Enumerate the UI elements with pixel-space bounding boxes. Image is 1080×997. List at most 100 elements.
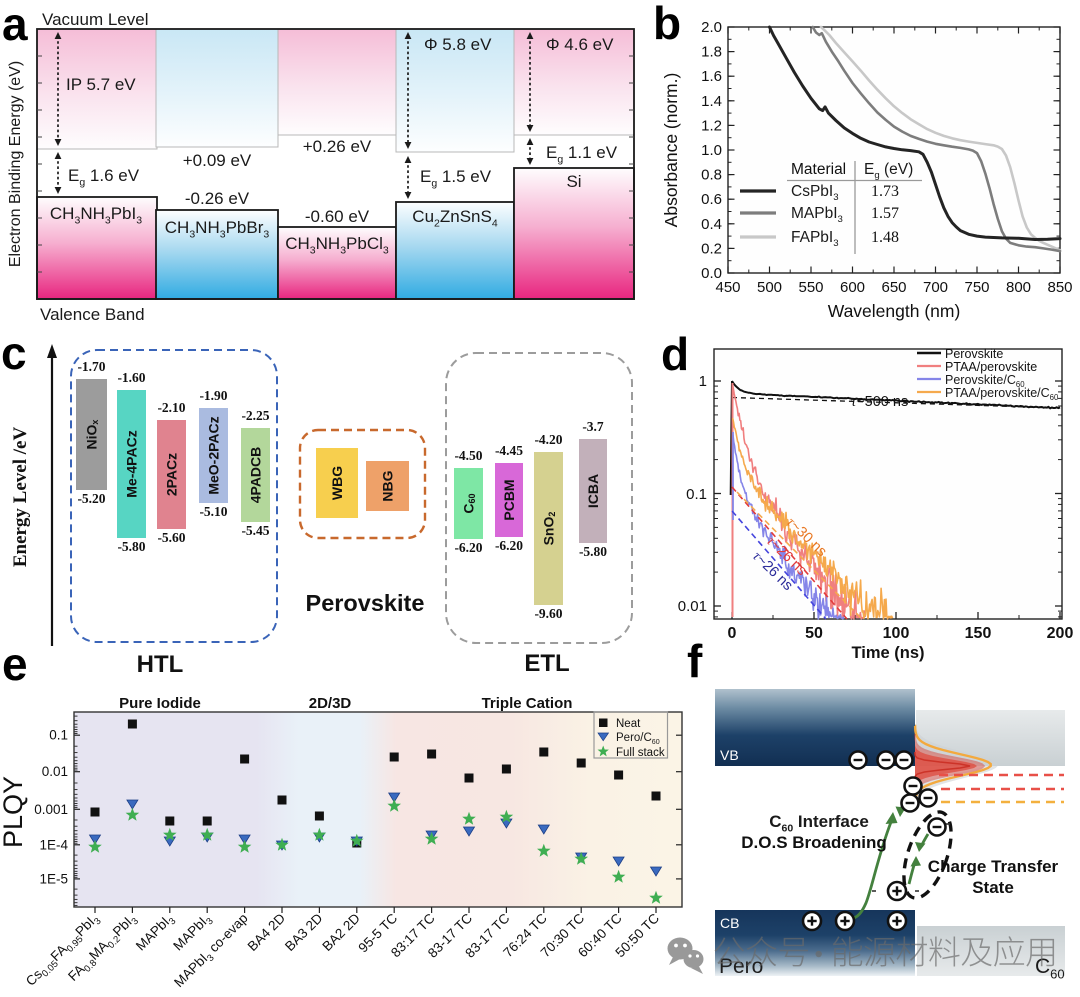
svg-text:CH3NH3PbI3: CH3NH3PbI3 — [50, 204, 142, 226]
svg-text:State: State — [972, 878, 1014, 897]
svg-text:C60: C60 — [1035, 955, 1065, 982]
svg-text:-2.10: -2.10 — [157, 400, 185, 415]
svg-text:-0.26 eV: -0.26 eV — [185, 189, 250, 208]
svg-text:450: 450 — [715, 279, 740, 296]
svg-text:-5.45: -5.45 — [241, 523, 269, 538]
svg-text:-1.60: -1.60 — [117, 370, 145, 385]
svg-text:Energy Level /eV: Energy Level /eV — [10, 427, 31, 568]
svg-text:+0.09 eV: +0.09 eV — [183, 151, 252, 170]
svg-text:-6.20: -6.20 — [495, 538, 523, 553]
svg-text:0: 0 — [728, 625, 737, 642]
svg-text:Eg 1.6 eV: Eg 1.6 eV — [68, 166, 140, 188]
svg-text:1.8: 1.8 — [701, 44, 722, 61]
svg-text:Cu2ZnSnS4: Cu2ZnSnS4 — [412, 207, 498, 229]
svg-text:-5.60: -5.60 — [157, 530, 185, 545]
svg-text:Valence Band: Valence Band — [40, 305, 145, 324]
svg-text:Si: Si — [566, 172, 581, 191]
svg-text:Pero: Pero — [719, 955, 763, 978]
svg-text:BA4 2D: BA4 2D — [245, 910, 289, 954]
svg-text:-6.20: -6.20 — [454, 540, 482, 555]
svg-text:BA3 2D: BA3 2D — [282, 910, 326, 954]
svg-text:a: a — [2, 0, 28, 50]
svg-text:Absorbance (norm.): Absorbance (norm.) — [661, 73, 681, 228]
svg-text:VB: VB — [720, 747, 739, 763]
svg-text:1: 1 — [699, 373, 707, 390]
svg-text:1.73: 1.73 — [871, 183, 899, 200]
svg-text:e: e — [2, 638, 28, 690]
svg-text:Eg (eV): Eg (eV) — [864, 161, 913, 181]
svg-text:Perovskite/C60: Perovskite/C60 — [945, 373, 1025, 389]
svg-text:BA2 2D: BA2 2D — [319, 910, 363, 954]
svg-text:PLQY: PLQY — [0, 776, 28, 848]
svg-text:PCBM: PCBM — [501, 479, 517, 520]
svg-text:C60: C60 — [460, 493, 477, 513]
svg-text:ETL: ETL — [524, 650, 569, 677]
svg-text:550: 550 — [798, 279, 823, 296]
svg-text:PTAA/perovskite: PTAA/perovskite — [945, 360, 1037, 374]
svg-text:50: 50 — [805, 625, 823, 642]
svg-text:Full stack: Full stack — [616, 747, 665, 759]
svg-text:Time (ns): Time (ns) — [851, 644, 924, 662]
svg-text:d: d — [661, 328, 689, 380]
svg-text:SnO2: SnO2 — [540, 512, 557, 546]
svg-text:1E-4: 1E-4 — [39, 837, 68, 852]
svg-text:4PADCB: 4PADCB — [247, 447, 263, 504]
svg-text:D.O.S Broadening: D.O.S Broadening — [741, 833, 886, 852]
svg-text:500: 500 — [757, 279, 782, 296]
svg-text:CsPbI3: CsPbI3 — [791, 183, 839, 203]
svg-text:0.2: 0.2 — [701, 240, 722, 257]
svg-text:650: 650 — [881, 279, 906, 296]
svg-text:IP 5.7 eV: IP 5.7 eV — [66, 75, 136, 94]
svg-text:Electron Binding Energy (eV): Electron Binding Energy (eV) — [7, 61, 24, 267]
svg-text:2D/3D: 2D/3D — [309, 695, 352, 712]
svg-text:ICBA: ICBA — [585, 474, 601, 508]
svg-text:Vacuum Level: Vacuum Level — [42, 10, 148, 29]
svg-text:800: 800 — [1006, 279, 1031, 296]
svg-text:-4.45: -4.45 — [495, 443, 523, 458]
svg-text:1.57: 1.57 — [871, 205, 899, 222]
svg-text:CB: CB — [720, 915, 739, 931]
svg-text:Pure Iodide: Pure Iodide — [119, 695, 201, 712]
svg-text:c: c — [1, 327, 27, 379]
svg-text:750: 750 — [964, 279, 989, 296]
svg-text:Charge Transfer: Charge Transfer — [928, 857, 1059, 876]
svg-text:-0.60 eV: -0.60 eV — [305, 207, 370, 226]
svg-text:Eg 1.1 eV: Eg 1.1 eV — [546, 143, 618, 165]
svg-text:2.0: 2.0 — [701, 19, 722, 36]
svg-text:600: 600 — [840, 279, 865, 296]
svg-text:CH3NH3PbCl3: CH3NH3PbCl3 — [285, 234, 389, 256]
svg-text:Eg 1.5 eV: Eg 1.5 eV — [420, 167, 492, 189]
svg-text:Perovskite: Perovskite — [306, 590, 425, 616]
svg-text:FAPbI3: FAPbI3 — [791, 229, 839, 249]
svg-text:0.8: 0.8 — [701, 167, 722, 184]
svg-text:150: 150 — [965, 625, 992, 642]
svg-text:2PACz: 2PACz — [163, 453, 179, 496]
svg-text:HTL: HTL — [137, 651, 184, 678]
svg-text:0.01: 0.01 — [678, 598, 707, 615]
svg-text:Neat: Neat — [616, 718, 641, 730]
svg-text:-1.70: -1.70 — [77, 359, 105, 374]
svg-text:1.2: 1.2 — [701, 117, 722, 134]
svg-text:Φ 5.8 eV: Φ 5.8 eV — [424, 35, 492, 54]
svg-text:MAPbI3: MAPbI3 — [133, 911, 178, 956]
svg-text:WBG: WBG — [329, 466, 345, 500]
svg-text:-2.25: -2.25 — [241, 408, 269, 423]
svg-text:0.01: 0.01 — [42, 764, 68, 779]
svg-text:-5.20: -5.20 — [77, 491, 105, 506]
svg-text:0.0: 0.0 — [701, 265, 722, 282]
svg-text:0.4: 0.4 — [701, 216, 722, 233]
svg-text:Pero/C60: Pero/C60 — [616, 732, 660, 746]
svg-text:-5.80: -5.80 — [579, 544, 607, 559]
svg-text:-4.20: -4.20 — [534, 432, 562, 447]
svg-text:-3.7: -3.7 — [582, 419, 604, 434]
svg-text:-9.60: -9.60 — [534, 606, 562, 621]
svg-text:850: 850 — [1047, 279, 1072, 296]
svg-text:0.1: 0.1 — [49, 728, 68, 743]
svg-text:1.0: 1.0 — [701, 142, 722, 159]
svg-text:CH3NH3PbBr3: CH3NH3PbBr3 — [165, 218, 270, 240]
svg-text:0.6: 0.6 — [701, 191, 722, 208]
svg-text:Me-4PACz: Me-4PACz — [123, 430, 139, 497]
svg-text:NBG: NBG — [379, 470, 395, 501]
svg-text:1E-5: 1E-5 — [39, 871, 68, 886]
svg-text:1.4: 1.4 — [701, 93, 722, 110]
